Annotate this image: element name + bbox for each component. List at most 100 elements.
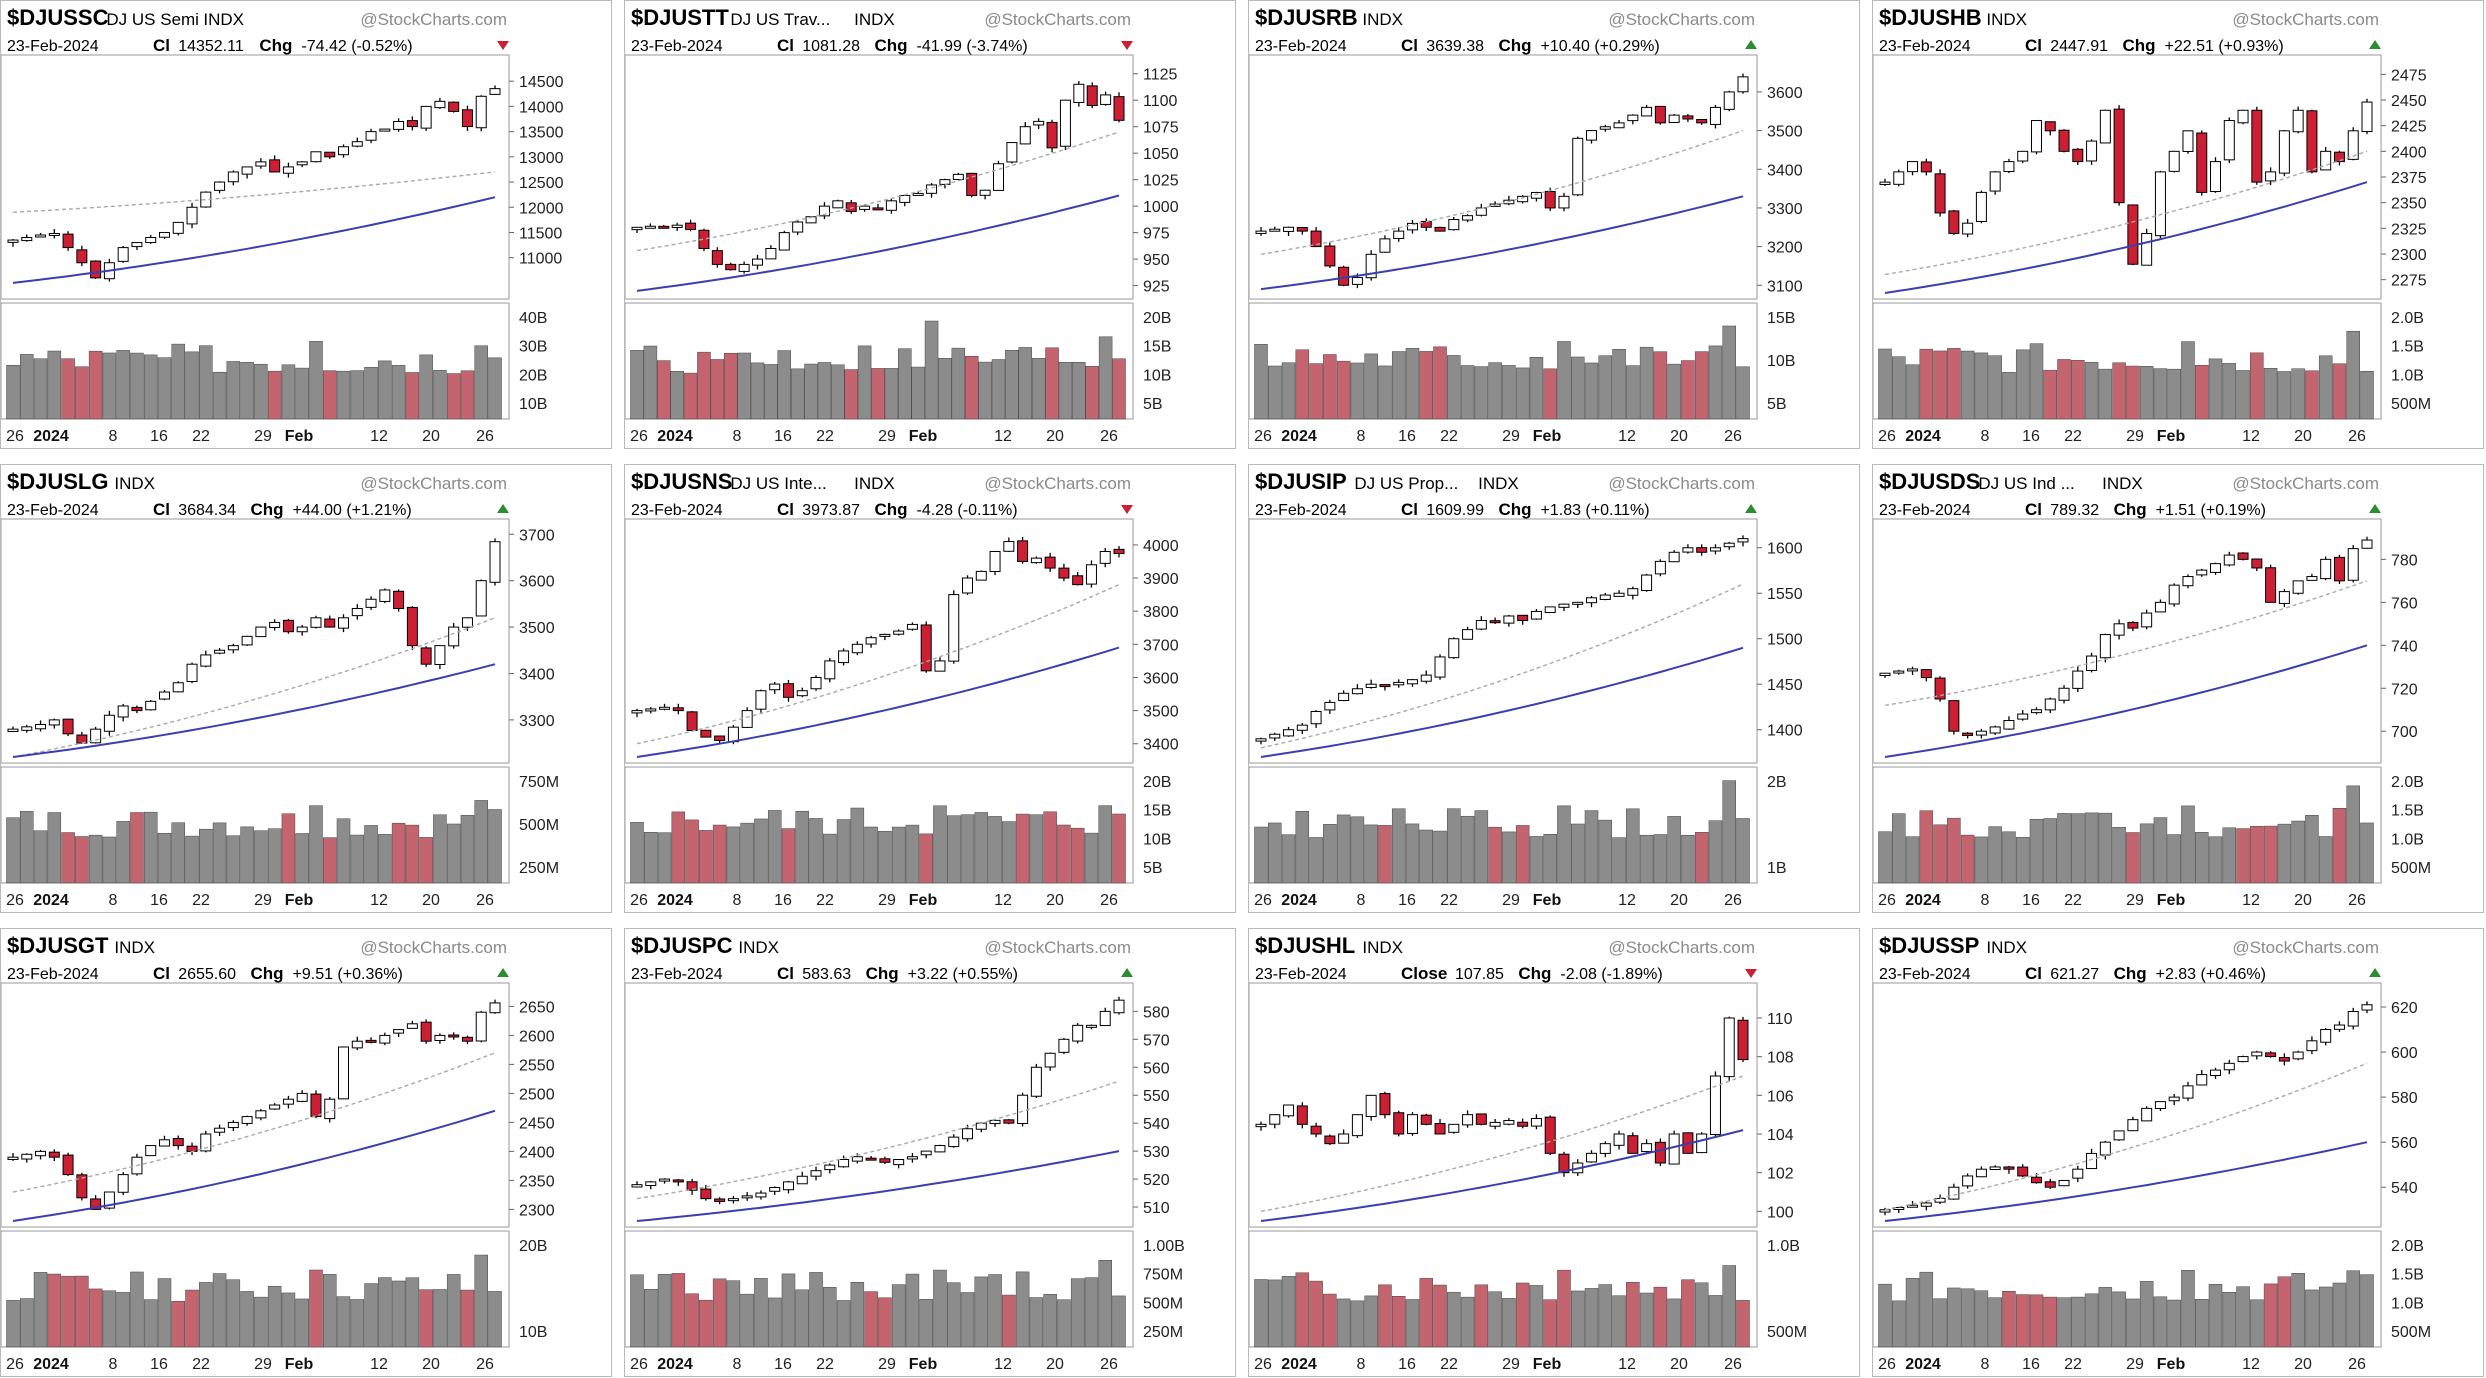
chart-panel-djuspc[interactable]: $DJUSPC INDX @StockCharts.com 23-Feb-2024 Cl… xyxy=(624,928,1236,1377)
volume-bar-up xyxy=(809,1272,823,1348)
x-tick-label: 2024 xyxy=(657,892,693,909)
chart-panel-djusip[interactable]: $DJUSIP DJ US Prop... INDX @StockCharts.com… xyxy=(1248,464,1860,913)
price-tick-label: 2325 xyxy=(2391,221,2427,238)
candle-up xyxy=(2141,1107,2153,1122)
volume-bar-up xyxy=(267,1285,282,1348)
candle-up xyxy=(2017,713,2029,720)
volume-tick-label: 20B xyxy=(519,367,547,384)
volume-bar-up xyxy=(1098,805,1112,884)
x-tick-label: 2024 xyxy=(1905,428,1941,445)
volume-bar-down xyxy=(1653,1286,1668,1348)
x-tick-label: 22 xyxy=(816,428,834,445)
volume-bar-up xyxy=(1905,1278,1920,1348)
volume-bar-up xyxy=(2002,831,2016,884)
chart-panel-djusrb[interactable]: $DJUSRB INDX @StockCharts.com 23-Feb-2024 Cl… xyxy=(1248,0,1860,449)
volume-bar-up xyxy=(1722,1265,1736,1348)
candle-up xyxy=(1085,564,1097,585)
exchange-label: INDX xyxy=(114,474,155,493)
candle-down xyxy=(448,1034,460,1038)
candle-down xyxy=(2265,1052,2277,1058)
candle-down xyxy=(1324,1135,1336,1145)
volume-bar-up xyxy=(960,814,975,884)
chart-panel-djusgt[interactable]: $DJUSGT INDX @StockCharts.com 23-Feb-2024 Cl… xyxy=(0,928,612,1377)
volume-bar-down xyxy=(1070,827,1085,884)
chart-panel-djustt[interactable]: $DJUSTT DJ US Trav... INDX @StockCharts.com… xyxy=(624,0,1236,449)
x-tick-label: 20 xyxy=(422,1356,440,1373)
volume-bar-down xyxy=(2002,1290,2016,1348)
candle-up xyxy=(2210,161,2222,193)
volume-bar-up xyxy=(2002,372,2016,420)
ma50-line xyxy=(636,646,1120,758)
x-tick-label: 26 xyxy=(1254,892,1272,909)
chart-panel-djussp[interactable]: $DJUSSP INDX @StockCharts.com 23-Feb-2024 Cl… xyxy=(1872,928,2484,1377)
volume-tick-label: 20B xyxy=(519,1238,547,1255)
volume-bar-up xyxy=(809,818,823,884)
candles xyxy=(7,538,501,744)
volume-bar-up xyxy=(433,814,447,884)
volume-bar-down xyxy=(1043,811,1057,884)
volume-bar-up xyxy=(630,350,644,420)
chart-panel-djushb[interactable]: $DJUSHB INDX @StockCharts.com 23-Feb-2024 Cl… xyxy=(1872,0,2484,449)
volume-bar-down xyxy=(1488,826,1502,884)
x-tick-label: 12 xyxy=(2242,892,2260,909)
source-label: @StockCharts.com xyxy=(360,474,507,493)
up-arrow-icon xyxy=(1745,40,1757,49)
price-tick-label: 2450 xyxy=(519,1115,555,1132)
volume-bar-up xyxy=(2305,1289,2319,1348)
date-label: 23-Feb-2024 xyxy=(7,38,99,55)
chart-panel-djushl[interactable]: $DJUSHL INDX @StockCharts.com 23-Feb-2024 Cl… xyxy=(1248,928,1860,1377)
volume-bar-up xyxy=(1529,836,1544,884)
price-tick-label: 108 xyxy=(1767,1050,1794,1067)
candle-up xyxy=(365,598,377,608)
volume-tick-label: 30B xyxy=(519,339,547,356)
volume-bar-up xyxy=(2112,827,2126,884)
volume-bar-down xyxy=(723,352,738,420)
chart-panel-djusds[interactable]: $DJUSDS DJ US Ind ... INDX @StockCharts.com… xyxy=(1872,464,2484,913)
x-tick-label: Feb xyxy=(1533,1356,1562,1373)
ma20-line xyxy=(12,171,496,213)
volume-bar-down xyxy=(1543,1299,1557,1348)
volume-bar-up xyxy=(2222,1291,2237,1348)
candle-up xyxy=(631,226,643,231)
candle-up xyxy=(1462,629,1474,640)
volume-bar-up xyxy=(2084,361,2099,420)
candle-up xyxy=(2141,232,2153,266)
volume-bar-down xyxy=(185,1289,199,1348)
chart-panel-djusns[interactable]: $DJUSNS DJ US Inte... INDX @StockCharts.com… xyxy=(624,464,1236,913)
x-tick-label: 2024 xyxy=(657,1356,693,1373)
candle-up xyxy=(824,1164,836,1171)
volume-bar-up xyxy=(130,352,144,420)
candle-up xyxy=(1338,692,1350,702)
candle-down xyxy=(2044,1181,2056,1188)
price-tick-label: 1050 xyxy=(1143,146,1179,163)
volume-bar-up xyxy=(1639,834,1654,884)
candle-up xyxy=(792,221,804,233)
candle-down xyxy=(269,159,281,173)
volume-bar-up xyxy=(1584,362,1599,420)
x-tick-label: 26 xyxy=(630,428,648,445)
volume-tick-label: 500M xyxy=(519,817,559,834)
candle-up xyxy=(214,1127,226,1133)
candle-down xyxy=(1434,226,1446,232)
candle-up xyxy=(1283,729,1295,737)
candle-up xyxy=(1599,1143,1611,1154)
symbol-label: $DJUSNS xyxy=(631,469,732,494)
chart-panel-djussc[interactable]: $DJUSSC DJ US Semi INDX @StockCharts.com 23-… xyxy=(0,0,612,449)
candle-up xyxy=(1962,222,1974,235)
candle-down xyxy=(2003,1166,2015,1170)
x-tick-label: 26 xyxy=(2348,1356,2366,1373)
change-label: Chg xyxy=(875,36,908,55)
candle-down xyxy=(1489,620,1501,624)
candle-up xyxy=(727,726,739,743)
volume-bar-up xyxy=(836,1300,851,1348)
volume-bar-up xyxy=(309,805,323,884)
price-tick-label: 11000 xyxy=(519,251,562,268)
chart-panel-djuslg[interactable]: $DJUSLG INDX @StockCharts.com 23-Feb-2024 Cl… xyxy=(0,464,612,913)
volume-bar-up xyxy=(254,830,268,884)
candle-up xyxy=(631,1184,643,1188)
x-tick-label: 8 xyxy=(109,1356,118,1373)
price-tick-label: 1125 xyxy=(1143,67,1178,84)
price-tick-label: 2650 xyxy=(519,999,555,1016)
candle-up xyxy=(2292,109,2304,133)
